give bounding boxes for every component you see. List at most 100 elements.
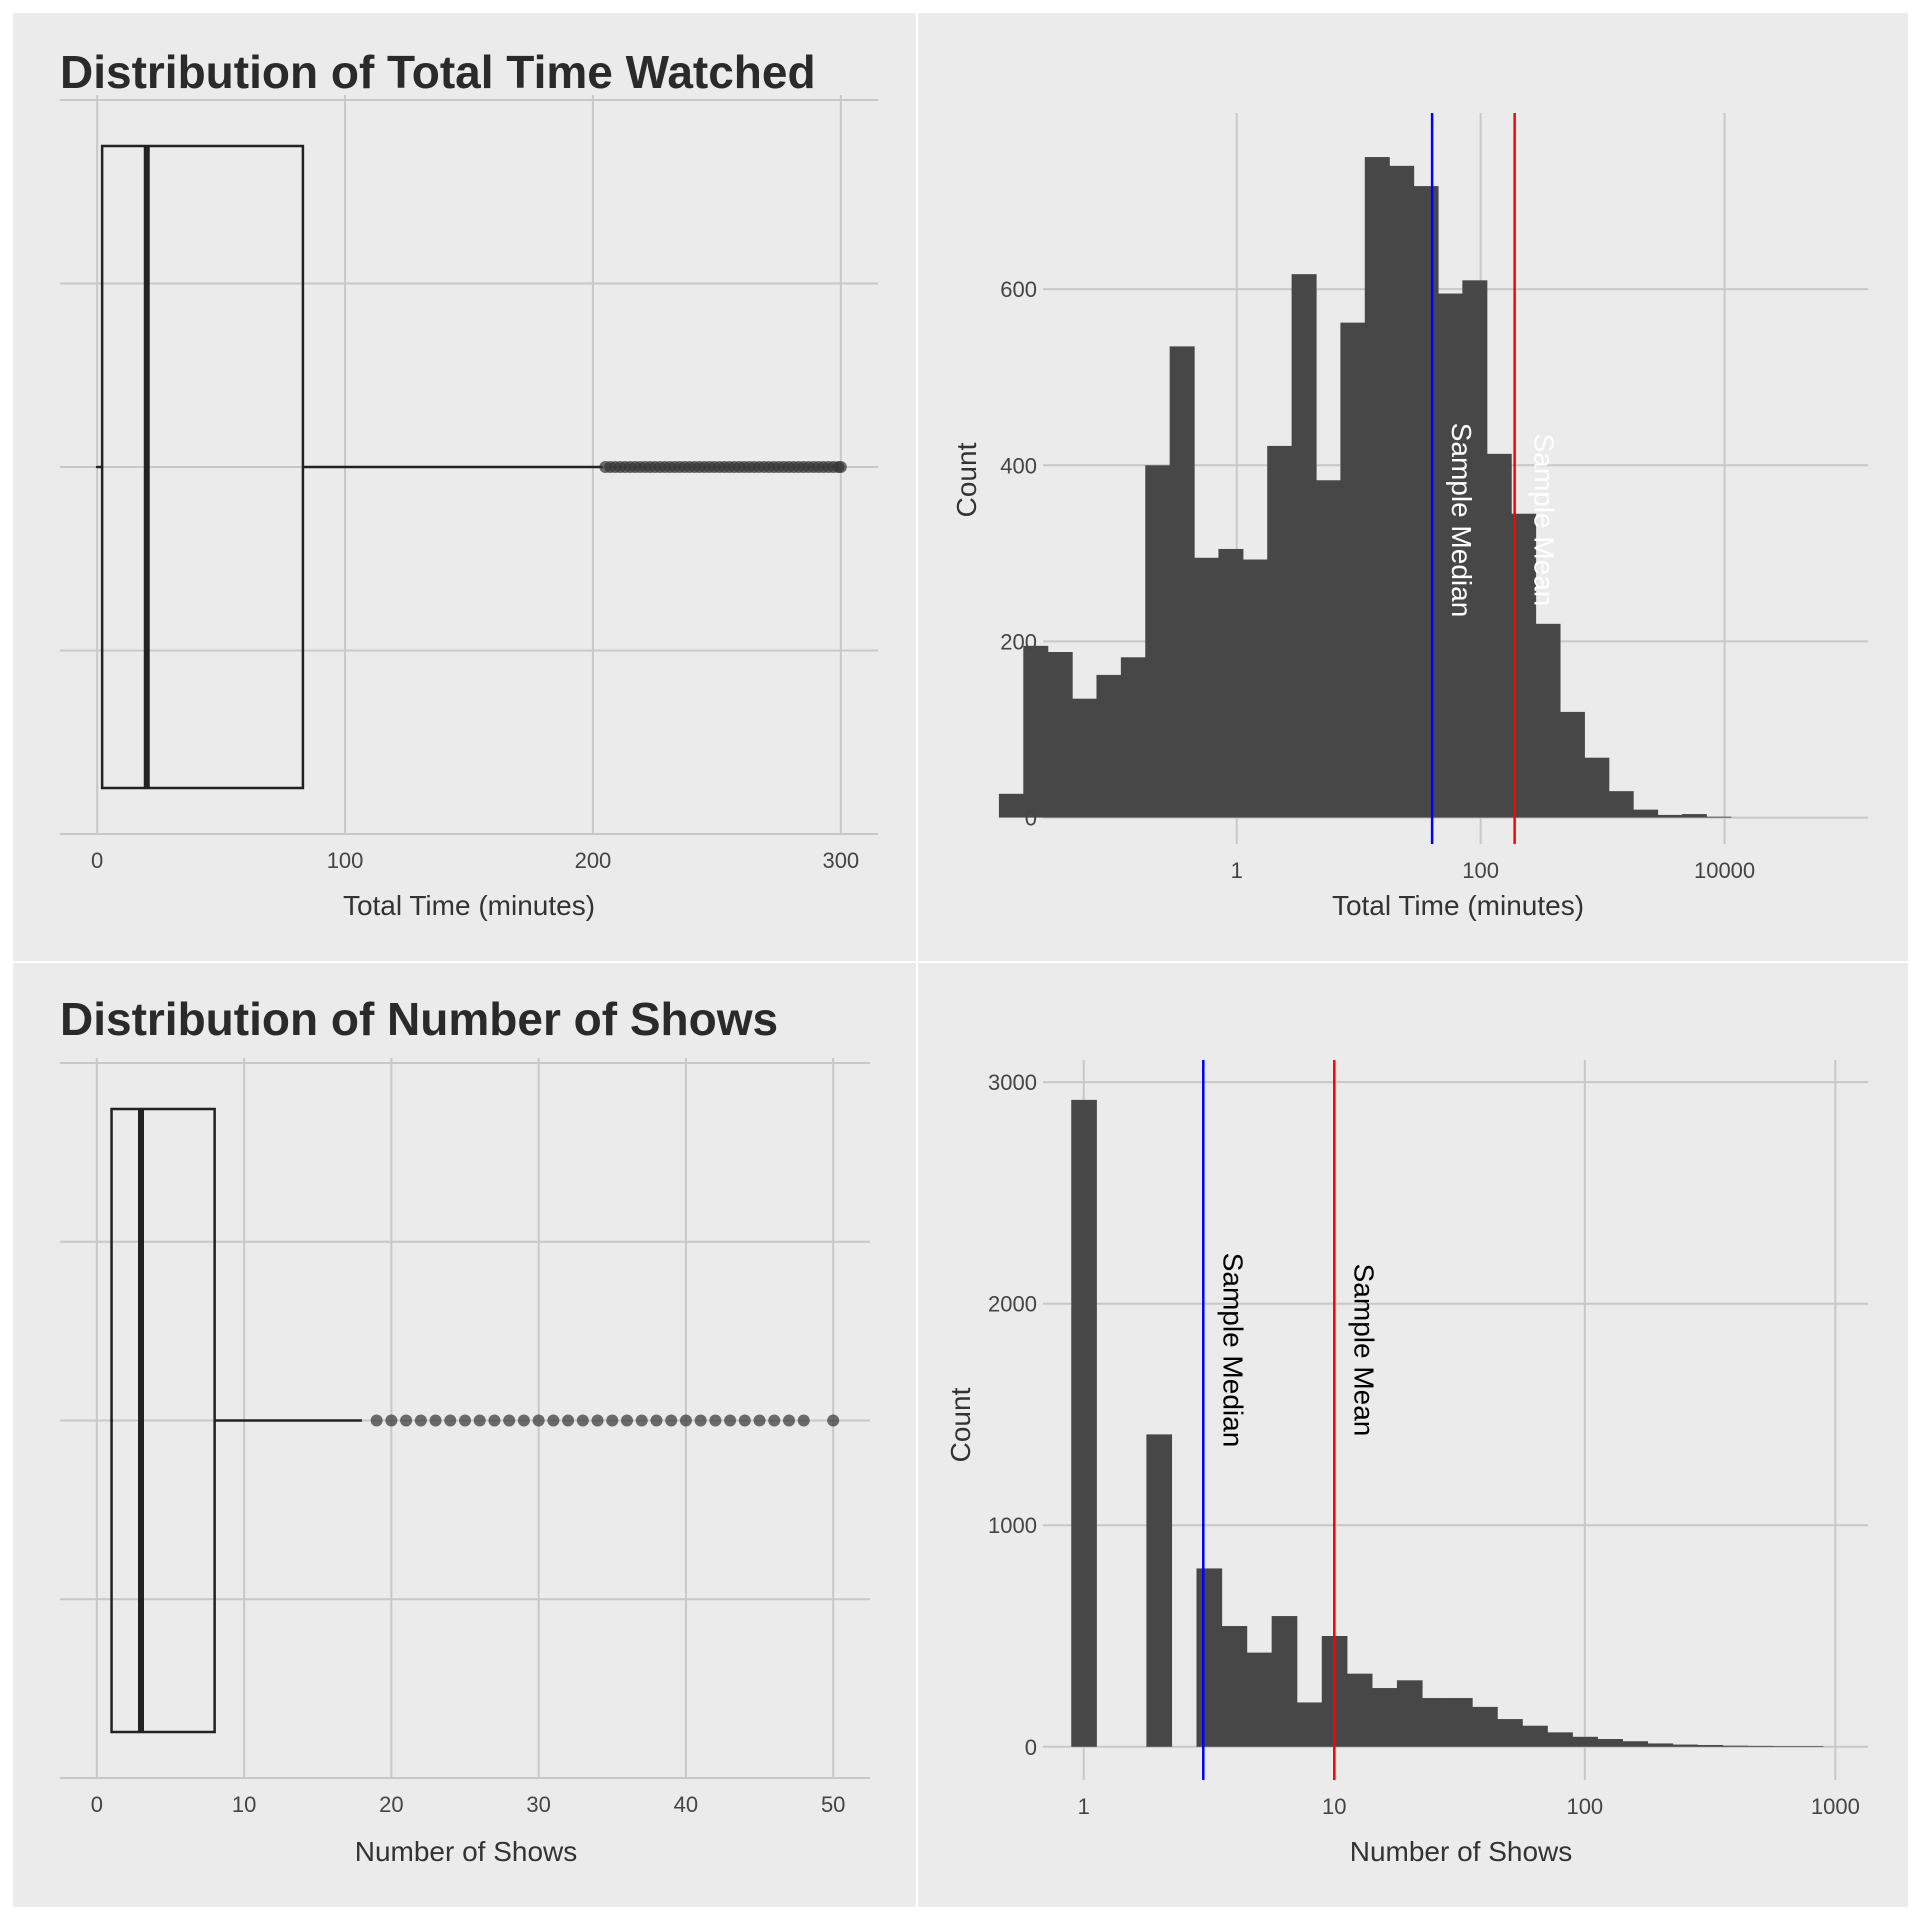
x-tick-label: 0 [91,1792,103,1817]
marks [95,144,847,790]
histogram-bar [1072,698,1098,818]
histogram-bar [1559,711,1585,818]
x-tick-label: 100 [1566,1794,1603,1819]
histogram-bar [1633,809,1659,818]
x-tick-label: 10 [232,1792,256,1817]
reference-lines: Sample Median Sample Mean [1202,1060,1379,1780]
x-tick-label: 300 [822,848,859,873]
histogram-bar [1657,814,1683,818]
histogram-bar [1169,346,1195,818]
histogram-bar [1706,816,1732,818]
x-axis-title: Number of Shows [355,1836,578,1867]
histogram-bar [1340,322,1366,818]
iqr-box [110,1107,216,1734]
outlier-point [709,1414,722,1427]
x-tick-label: 30 [526,1792,550,1817]
ticks: 1 100 10000 0 200 400 600 [1000,277,1755,883]
histogram-bar [1572,1736,1598,1747]
histogram-bar [1023,645,1049,818]
histogram-bar [1047,652,1073,818]
reference-lines: Sample Median Sample Mean [1430,113,1560,844]
outlier-point [606,1414,619,1427]
marks [110,1107,840,1734]
histogram-bar [1647,1743,1674,1747]
histogram-bar [1547,1732,1573,1747]
outlier-point [576,1414,589,1427]
y-tick-label: 3000 [988,1070,1037,1095]
outlier-point [724,1414,737,1427]
histogram-bar [1697,1744,1724,1747]
outlier-point [679,1414,692,1427]
outlier-point [488,1414,501,1427]
histogram-bar [1120,657,1146,818]
y-tick-label: 1000 [988,1513,1037,1538]
histogram-bar [1291,274,1317,818]
y-axis-title: Count [951,442,982,517]
outlier-point [650,1414,663,1427]
outlier-point [547,1414,560,1427]
histogram-total-time-panel: Sample Median Sample Mean 1 100 10000 0 200 40… [918,13,1908,961]
x-tick-label: 1 [1231,858,1243,883]
outlier-point [370,1414,383,1427]
outlier-point [768,1414,781,1427]
ticks: 0 10 20 30 40 50 [91,1792,846,1817]
plot-title: Distribution of Total Time Watched [60,46,816,98]
reference-line-label: Sample Median [1217,1253,1248,1448]
histogram-bar [1747,1745,1774,1747]
histogram-bar [1246,1652,1273,1747]
histogram-bar [1396,1680,1423,1747]
outlier-point [444,1414,457,1427]
histogram-bar [1447,1698,1473,1747]
x-tick-label: 10000 [1694,858,1755,883]
y-tick-label: 200 [1000,629,1037,654]
iqr-box [100,144,305,790]
outlier-point [517,1414,530,1427]
x-tick-label: 200 [575,848,612,873]
reference-line-label: Sample Mean [1348,1264,1379,1437]
outlier-point [400,1414,413,1427]
outlier-point [459,1414,471,1427]
x-tick-label: 20 [379,1792,403,1817]
marks [1071,1099,1824,1747]
histogram-bar [1371,1688,1398,1747]
ticks: 1 10 100 1000 0 1000 2000 3000 [988,1070,1860,1819]
histogram-bar [1584,757,1610,818]
reference-line-label: Sample Mean [1529,434,1560,607]
x-tick-label: 1 [1078,1794,1090,1819]
reference-line-label: Sample Median [1446,423,1477,618]
histogram-bar [1218,548,1244,818]
histogram-bar [1437,293,1463,818]
histogram-number-of-shows-panel: Sample Median Sample Mean 1 10 100 1000 0 1000… [918,963,1908,1907]
outlier-point [503,1414,516,1427]
outlier-point [591,1414,604,1427]
histogram-bar [1797,1746,1824,1747]
histogram-bar [1267,445,1293,818]
outlier-point [834,461,847,473]
outlier-point [797,1414,810,1427]
x-tick-label: 0 [91,848,103,873]
histogram-bar [1196,1568,1223,1747]
outlier-point [635,1414,648,1427]
plot-title: Distribution of Number of Shows [60,993,778,1045]
histogram-bar [1221,1626,1248,1747]
histogram-bar [1242,559,1268,818]
y-tick-label: 400 [1000,453,1037,478]
x-tick-label: 40 [674,1792,698,1817]
histogram-bar [1346,1673,1373,1747]
outlier-point [738,1414,751,1427]
histogram-bar [1421,1698,1448,1747]
outlier-point [532,1414,545,1427]
y-tick-label: 600 [1000,277,1037,302]
x-axis-title: Number of Shows [1350,1836,1573,1867]
outlier-point [621,1414,633,1427]
outlier-point [827,1414,840,1427]
y-tick-label: 2000 [988,1292,1037,1317]
y-tick-label: 0 [1025,1735,1037,1760]
histogram-bar [1462,280,1488,818]
panel-background [13,963,916,1907]
ticks: 0 100 200 300 [91,848,859,873]
histogram-bar [1535,623,1561,818]
y-axis-title: Count [945,1387,976,1462]
histogram-bar [1597,1739,1623,1747]
